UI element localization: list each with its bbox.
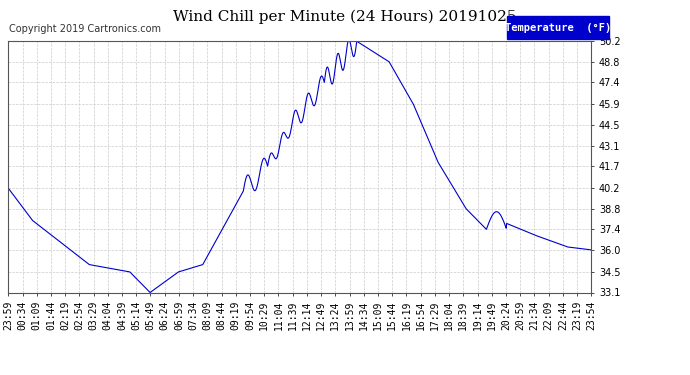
Text: Temperature  (°F): Temperature (°F)	[505, 23, 611, 33]
Text: Copyright 2019 Cartronics.com: Copyright 2019 Cartronics.com	[9, 24, 161, 34]
Text: Wind Chill per Minute (24 Hours) 20191025: Wind Chill per Minute (24 Hours) 2019102…	[173, 9, 517, 24]
